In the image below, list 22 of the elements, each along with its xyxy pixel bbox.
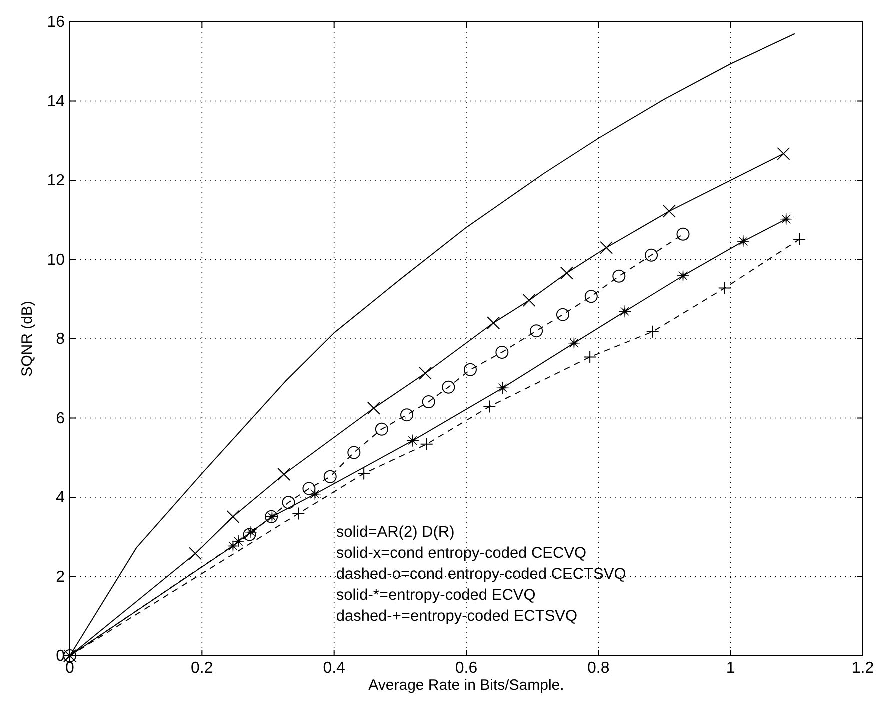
y-tick-label: 8: [56, 331, 66, 348]
x-tick-label: 0.6: [455, 660, 478, 677]
annotation: dashed-+=entropy-coded ECTSVQ: [336, 608, 578, 626]
x-tick-label: 1.2: [852, 660, 874, 677]
x-tick-label: 0.4: [323, 660, 346, 677]
y-tick-label: 6: [56, 410, 66, 428]
x-tick-label: 0.8: [588, 660, 610, 677]
y-tick-label: 2: [56, 568, 66, 586]
y-tick-label: 16: [47, 14, 66, 31]
y-tick-label: 14: [47, 93, 66, 110]
annotation: solid-*=entropy-coded ECVQ: [336, 587, 536, 604]
annotation: dashed-o=cond entropy-coded CECTSVQ: [336, 566, 626, 584]
y-tick-label: 10: [47, 252, 66, 269]
annotation: solid-x=cond entropy-coded CECVQ: [336, 545, 587, 562]
x-axis-title: Average Rate in Bits/Sample.: [368, 677, 564, 694]
annotation: solid=AR(2) D(R): [336, 524, 455, 542]
x-tick-label: 0.2: [191, 660, 214, 677]
y-tick-label: 0: [56, 648, 66, 665]
y-tick-label: 12: [47, 172, 66, 190]
y-tick-label: 4: [56, 490, 66, 506]
x-tick-label: 1: [726, 660, 736, 677]
y-axis-title: SQNR (dB): [19, 301, 36, 377]
